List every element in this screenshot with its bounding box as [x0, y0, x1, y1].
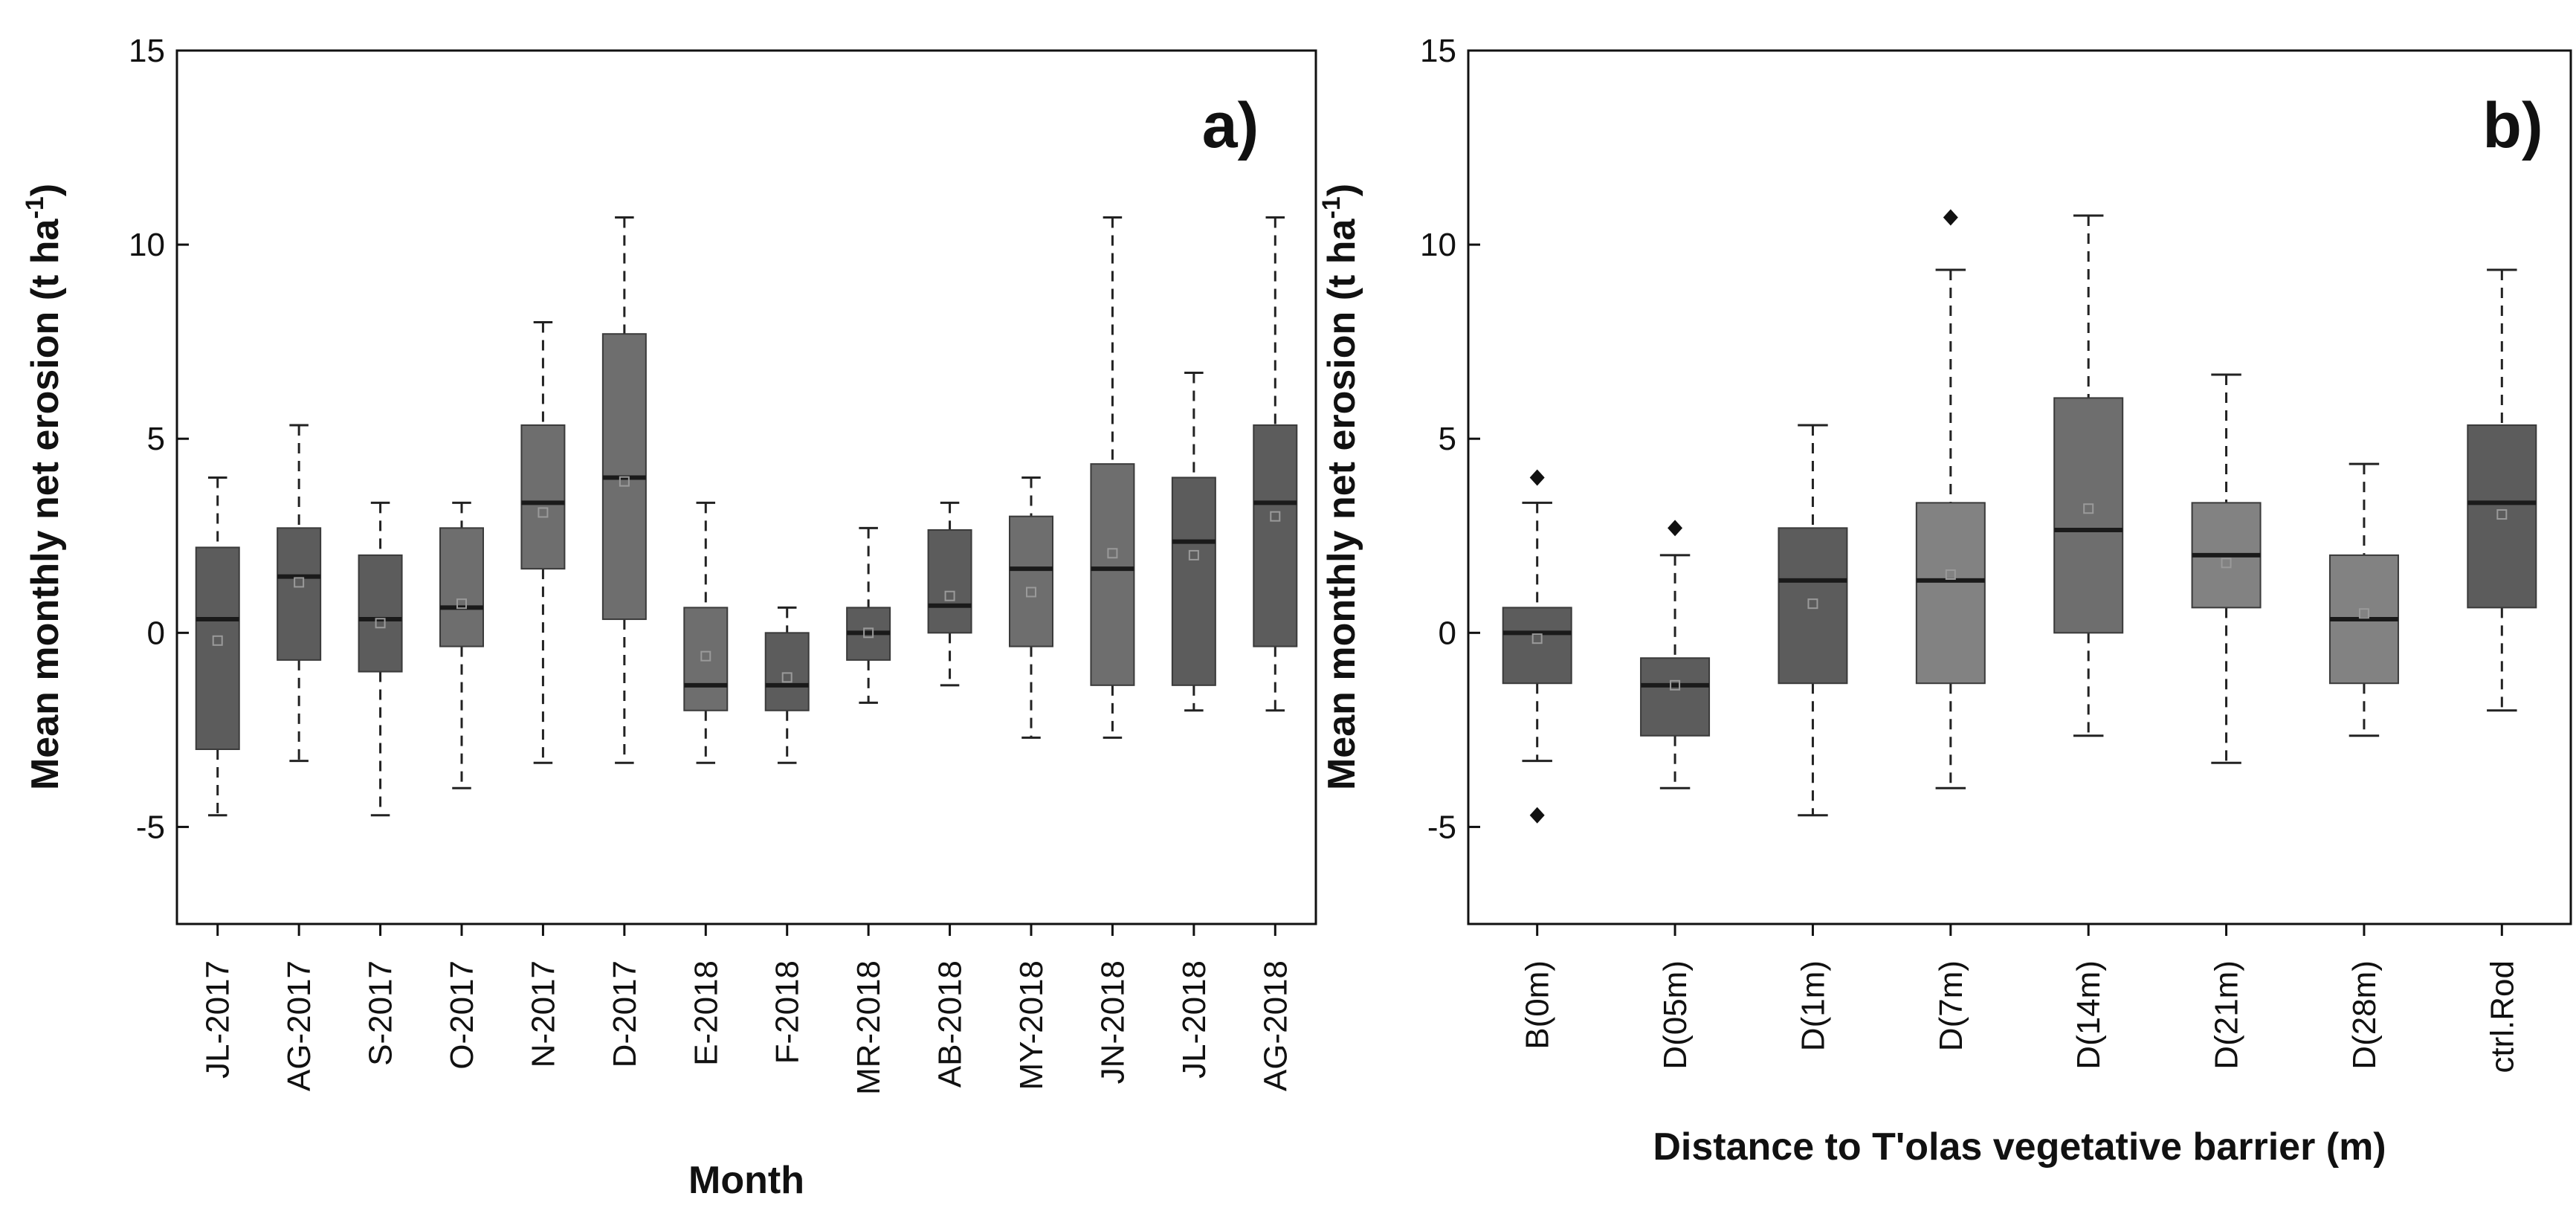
- box-mean-marker: [1531, 633, 1543, 644]
- box-mean-marker: [1807, 598, 1818, 610]
- x-tick-label: ctrl.Rod: [2484, 960, 2520, 1073]
- x-tick-label: AG-2017: [281, 960, 317, 1091]
- x-tick-label: D-2017: [607, 960, 643, 1067]
- panel-label: a): [1202, 90, 1259, 161]
- x-tick-label: S-2017: [363, 960, 399, 1066]
- x-tick-label: JN-2018: [1094, 960, 1131, 1084]
- x-tick-label: F-2018: [769, 960, 806, 1064]
- box-mean-marker: [863, 627, 874, 639]
- y-axis-title-main: Mean monthly net erosion (t ha: [1320, 218, 1363, 790]
- y-axis-title-end: ): [24, 184, 67, 196]
- box-mean-marker: [538, 507, 549, 518]
- x-tick-label: JL-2017: [200, 960, 236, 1079]
- box-iqr: [1009, 515, 1053, 647]
- box-mean-marker: [1945, 569, 1956, 580]
- box-iqr: [1171, 476, 1216, 686]
- box-iqr: [2467, 424, 2537, 609]
- box-iqr: [277, 527, 322, 661]
- box-iqr: [1915, 502, 1986, 685]
- box-mean-marker: [944, 590, 955, 601]
- y-axis-title-superscript: -1: [21, 196, 49, 219]
- box-mean-marker: [619, 476, 630, 487]
- box-mean-marker: [1188, 549, 1199, 560]
- box-mean-marker: [1107, 548, 1118, 559]
- y-axis-title-superscript: -1: [1317, 196, 1346, 219]
- y-tick-label: 15: [1420, 33, 1456, 69]
- x-tick-label: MR-2018: [850, 960, 887, 1095]
- x-tick-label: D(05m): [1657, 960, 1694, 1070]
- box-iqr: [1640, 657, 1711, 737]
- outlier-point: [1943, 209, 1958, 226]
- x-axis-title: Month: [688, 1159, 804, 1202]
- x-tick-label: B(0m): [1520, 960, 1556, 1050]
- x-tick-label: O-2017: [444, 960, 480, 1070]
- box-mean-marker: [1026, 586, 1036, 598]
- x-axis-title: Distance to T'olas vegetative barrier (m…: [1653, 1125, 2386, 1169]
- x-tick-label: D(28m): [2346, 960, 2383, 1070]
- box-iqr: [358, 554, 403, 673]
- y-axis-title-end: ): [1320, 184, 1363, 196]
- box-mean-marker: [375, 618, 386, 629]
- x-tick-label: MY-2018: [1013, 960, 1050, 1090]
- box-mean-marker: [781, 672, 793, 683]
- box-iqr: [927, 529, 972, 634]
- outlier-point: [1529, 807, 1545, 824]
- x-tick-label: N-2017: [525, 960, 561, 1067]
- box-mean-marker: [212, 635, 223, 646]
- x-tick-label: E-2018: [688, 960, 724, 1066]
- x-tick-label: AG-2018: [1257, 960, 1294, 1091]
- box-iqr: [2053, 397, 2124, 634]
- panel-b-chart: -5 0 5 10 15 B(0m) D(05m) D(1m) D(7m) D(14m) D(21m…: [1317, 33, 2572, 1169]
- box-iqr: [1253, 424, 1298, 647]
- y-tick-label: 0: [147, 615, 165, 651]
- x-tick-label: D(21m): [2209, 960, 2245, 1070]
- box-iqr: [1090, 463, 1135, 686]
- outlier-point: [1668, 520, 1683, 537]
- box-iqr: [1778, 527, 1848, 685]
- box-iqr: [683, 607, 729, 711]
- plot-frame: [1467, 49, 2572, 925]
- y-axis-title: Mean monthly net erosion (t ha-1): [21, 184, 67, 790]
- y-axis-title: Mean monthly net erosion (t ha-1): [1317, 184, 1363, 790]
- y-tick-label: -5: [1427, 809, 1456, 845]
- outlier-point: [1529, 469, 1545, 486]
- y-axis-title-main: Mean monthly net erosion (t ha: [24, 218, 67, 790]
- y-tick-label: 5: [1439, 421, 1456, 457]
- y-tick-label: 5: [147, 421, 165, 457]
- x-tick-label: D(1m): [1795, 960, 1831, 1051]
- box-mean-marker: [2358, 608, 2369, 619]
- box-iqr: [764, 632, 810, 711]
- y-tick-label: -5: [136, 809, 165, 845]
- box-mean-marker: [700, 650, 711, 662]
- box-iqr: [520, 424, 566, 570]
- plot-frame: [175, 49, 1317, 925]
- panel-a-chart: -5 0 5 10 15 JL-2017 AG-2017 S-2017 O-2017 N-2017…: [21, 33, 1317, 1202]
- y-tick-label: 15: [129, 33, 165, 69]
- x-tick-label: AB-2018: [932, 960, 969, 1088]
- box-mean-marker: [294, 577, 305, 588]
- box-mean-marker: [1670, 679, 1681, 691]
- y-tick-label: 10: [129, 227, 165, 263]
- box-mean-marker: [2221, 558, 2232, 569]
- box-iqr: [439, 527, 484, 647]
- box-mean-marker: [456, 598, 467, 610]
- box-iqr: [1502, 607, 1572, 685]
- box-iqr: [195, 546, 240, 750]
- panel-label: b): [2482, 90, 2543, 161]
- box-mean-marker: [2496, 509, 2508, 520]
- y-tick-label: 0: [1439, 615, 1456, 651]
- x-tick-label: JL-2018: [1176, 960, 1213, 1079]
- x-tick-label: D(7m): [1933, 960, 1969, 1051]
- y-tick-label: 10: [1420, 227, 1456, 263]
- x-tick-label: D(14m): [2070, 960, 2107, 1070]
- box-mean-marker: [1270, 511, 1281, 522]
- box-mean-marker: [2083, 503, 2094, 514]
